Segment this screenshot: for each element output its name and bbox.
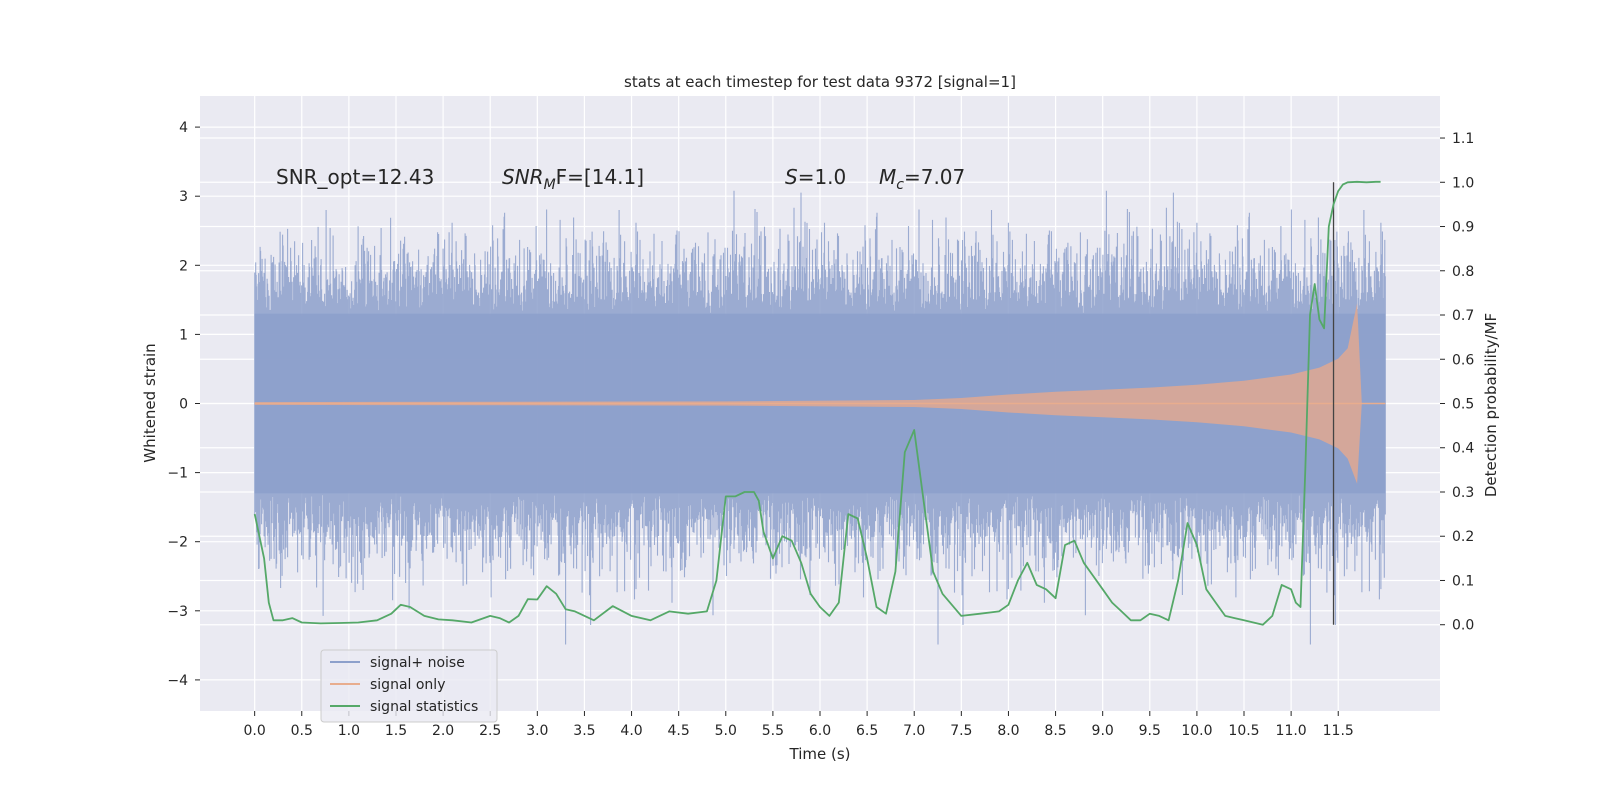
x-tick-label: 1.5 xyxy=(385,723,407,739)
x-tick-label: 7.0 xyxy=(903,723,925,739)
x-tick-label: 8.5 xyxy=(1044,723,1066,739)
annotation-mc: Mc=7.07 xyxy=(879,165,965,193)
x-tick-label: 0.0 xyxy=(244,723,266,739)
x-axis-ticks: 0.0 0.5 1.0 1.5 2.0 2.5 3.0 3.5 4.0 4.5 5.0 5.5 6.0 6… xyxy=(244,711,1354,739)
x-tick-label: 2.0 xyxy=(432,723,454,739)
legend-label-signal-only: signal only xyxy=(370,677,445,693)
annotation-s-value: =1.0 xyxy=(798,165,847,189)
y-left-axis-label: Whitened strain xyxy=(141,343,159,462)
statistics-line xyxy=(253,180,1381,626)
y-right-tick-label: 0.4 xyxy=(1452,441,1474,457)
annotation-snr-mf: SNRMF=[14.1] xyxy=(502,165,644,193)
y-right-tick-label: 0.1 xyxy=(1452,573,1474,589)
y-right-tick-label: 0.9 xyxy=(1452,220,1474,236)
legend: signal+ noise signal only signal statist… xyxy=(320,649,498,723)
y-right-tick-label: 0.2 xyxy=(1452,529,1474,545)
y-left-tick-label: 3 xyxy=(179,189,188,205)
x-tick-label: 3.5 xyxy=(573,723,595,739)
legend-label-signal-noise: signal+ noise xyxy=(370,655,465,671)
x-tick-label: 2.5 xyxy=(479,723,501,739)
y-left-tick-label: −4 xyxy=(167,673,188,689)
chart-title: stats at each timestep for test data 937… xyxy=(624,73,1016,91)
x-tick-label: 8.0 xyxy=(997,723,1019,739)
annotation-snr-mf-value: F=[14.1] xyxy=(556,165,644,189)
y-right-tick-label: 0.7 xyxy=(1452,308,1474,324)
x-tick-label: 4.5 xyxy=(668,723,690,739)
y-right-axis-label: Detection probability/MF xyxy=(1482,313,1500,497)
y-right-tick-label: 0.3 xyxy=(1452,485,1474,501)
x-tick-label: 9.5 xyxy=(1139,723,1161,739)
y-right-tick-label: 1.0 xyxy=(1452,175,1474,191)
x-axis-label: Time (s) xyxy=(789,745,851,763)
x-tick-label: 5.5 xyxy=(762,723,784,739)
x-tick-label: 6.5 xyxy=(856,723,878,739)
y-left-tick-label: 2 xyxy=(179,258,188,274)
y-left-axis-ticks: 4 3 2 1 0 −1 −2 −3 −4 xyxy=(167,120,200,689)
y-left-tick-label: −2 xyxy=(167,535,188,551)
y-right-tick-label: 0.5 xyxy=(1452,397,1474,413)
annotation-s-symbol: S xyxy=(785,165,798,189)
y-left-tick-label: 4 xyxy=(179,120,188,136)
annotation-mc-subscript: c xyxy=(896,177,904,193)
x-tick-label: 1.0 xyxy=(338,723,360,739)
y-right-tick-label: 0.6 xyxy=(1452,352,1474,368)
y-left-tick-label: −1 xyxy=(167,466,188,482)
x-tick-label: 10.5 xyxy=(1228,723,1259,739)
annotation-snr-opt: SNR_opt=12.43 xyxy=(276,165,434,189)
legend-label-signal-statistics: signal statistics xyxy=(370,699,478,715)
y-left-tick-label: −3 xyxy=(167,604,188,620)
x-tick-label: 11.0 xyxy=(1276,723,1307,739)
series-signal-statistics xyxy=(253,180,1381,626)
x-tick-label: 7.5 xyxy=(950,723,972,739)
legend-box xyxy=(320,649,498,723)
annotation-s: S=1.0 xyxy=(785,165,846,189)
signal-chirp-envelope xyxy=(254,303,1362,484)
y-left-tick-label: 0 xyxy=(179,397,188,413)
annotation-snr-mf-symbol: SNR xyxy=(502,165,544,189)
y-right-tick-label: 1.1 xyxy=(1452,131,1474,147)
series-signal-only xyxy=(254,303,1386,484)
x-tick-label: 5.0 xyxy=(715,723,737,739)
annotation-mc-symbol: M xyxy=(879,165,896,189)
annotation-snr-mf-subscript: M xyxy=(544,177,556,193)
y-right-tick-label: 0.0 xyxy=(1452,618,1474,634)
y-right-axis-ticks: 1.1 1.0 0.9 0.8 0.7 0.6 0.5 0.4 0.3 0.2 0.1 0.0 xyxy=(1440,131,1474,634)
y-right-tick-label: 0.8 xyxy=(1452,264,1474,280)
x-tick-label: 10.0 xyxy=(1181,723,1212,739)
x-tick-label: 0.5 xyxy=(291,723,313,739)
x-tick-label: 9.0 xyxy=(1092,723,1114,739)
annotation-mc-value: =7.07 xyxy=(904,165,965,189)
x-tick-label: 11.5 xyxy=(1323,723,1354,739)
y-left-tick-label: 1 xyxy=(179,327,188,343)
x-tick-label: 4.0 xyxy=(620,723,642,739)
x-tick-label: 3.0 xyxy=(526,723,548,739)
x-tick-label: 6.0 xyxy=(809,723,831,739)
